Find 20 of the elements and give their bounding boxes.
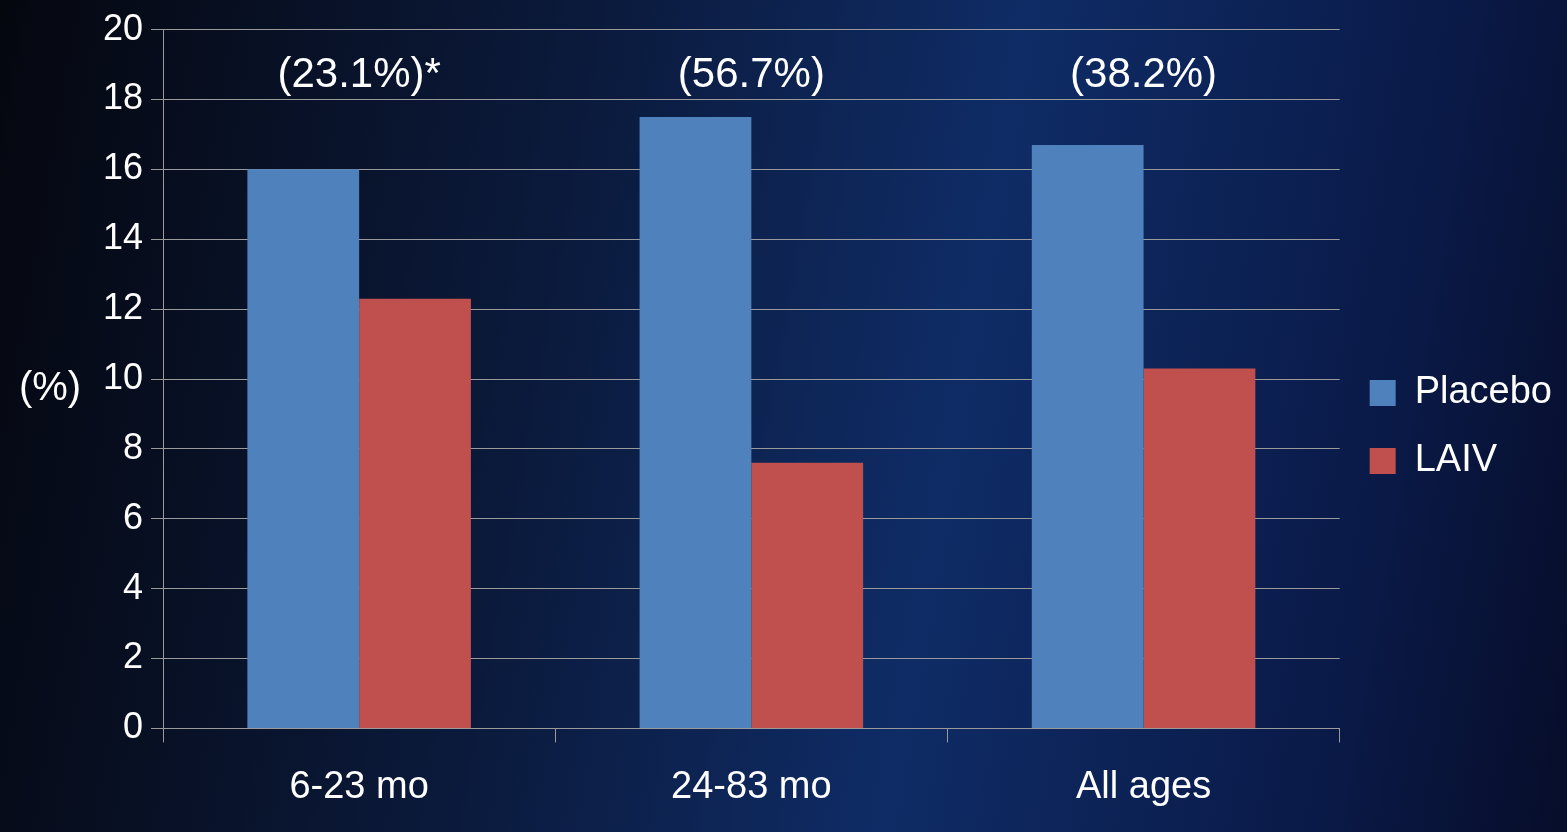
legend-label: Placebo (1414, 369, 1552, 412)
y-tick-label: 2 (123, 635, 144, 677)
y-axis-title: (%) (18, 364, 82, 409)
x-tick-label: 24-83 mo (671, 763, 832, 806)
y-tick-label: 20 (103, 6, 144, 48)
annotation: (38.2%) (1070, 49, 1218, 97)
legend-label: LAIV (1414, 437, 1498, 480)
x-tick-label: 6-23 mo (289, 763, 429, 806)
y-tick-label: 18 (103, 76, 144, 118)
annotation: (56.7%) (677, 49, 825, 97)
y-tick-label: 14 (103, 216, 144, 258)
y-tick-label: 12 (103, 286, 144, 328)
y-tick-label: 16 (103, 146, 144, 188)
y-tick-label: 10 (103, 355, 144, 397)
y-tick-label: 8 (123, 425, 144, 467)
y-tick-label: 0 (123, 705, 144, 747)
y-tick-label: 6 (123, 495, 144, 537)
annotation: (23.1%)* (277, 49, 441, 97)
y-tick-label: 4 (123, 565, 144, 607)
x-tick-label: All ages (1075, 763, 1212, 806)
